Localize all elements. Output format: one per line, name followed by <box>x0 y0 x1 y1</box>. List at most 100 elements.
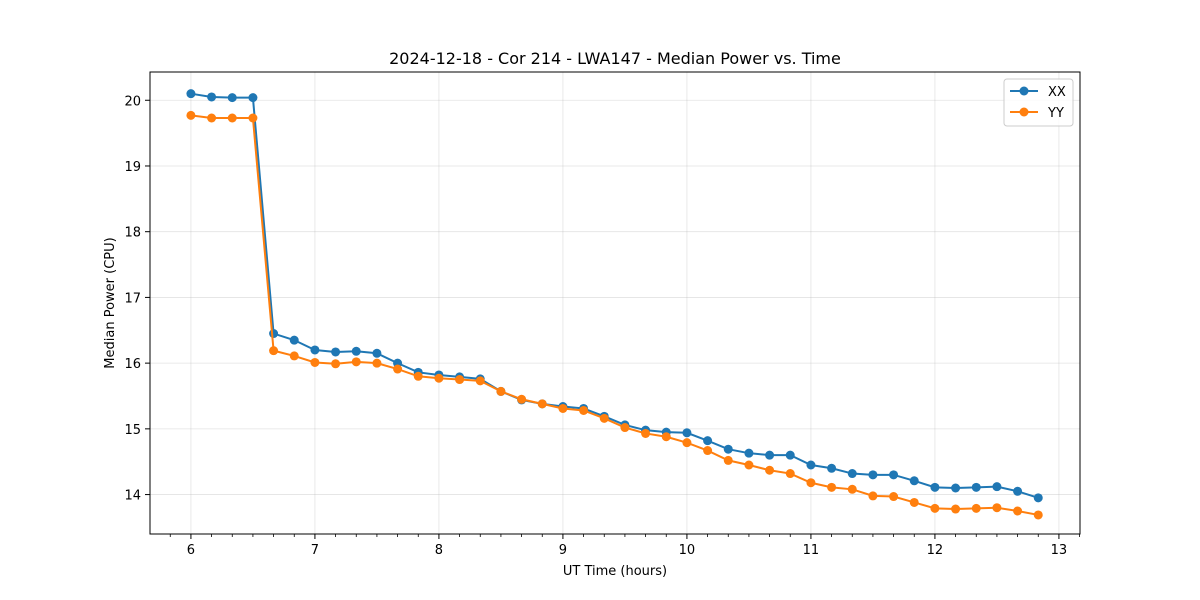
legend-label-xx: XX <box>1048 85 1066 100</box>
data-point-xx <box>372 348 382 358</box>
data-point-yy <box>475 376 485 386</box>
legend-marker-yy <box>1019 107 1029 117</box>
data-point-yy <box>703 446 713 456</box>
data-point-yy <box>393 364 403 374</box>
data-point-xx <box>1013 486 1023 496</box>
data-point-yy <box>351 357 361 367</box>
y-tick-label: 19 <box>124 160 141 175</box>
y-tick-label: 18 <box>124 226 141 241</box>
data-point-yy <box>599 413 609 423</box>
data-point-yy <box>765 465 775 475</box>
data-point-yy <box>517 394 527 404</box>
x-tick-label: 12 <box>927 543 944 558</box>
x-axis-label: UT Time (hours) <box>563 564 667 579</box>
data-point-xx <box>248 93 258 103</box>
y-tick-label: 15 <box>124 423 141 438</box>
data-point-xx <box>889 470 899 480</box>
data-point-xx <box>868 470 878 480</box>
data-point-yy <box>661 432 671 442</box>
grid <box>150 72 1080 534</box>
axes: 6 7 8 9 10 11 12 13 14 15 16 17 18 19 20 <box>124 94 1080 558</box>
data-point-yy <box>951 504 961 514</box>
data-point-xx <box>992 482 1002 492</box>
data-point-xx <box>703 436 713 446</box>
data-point-yy <box>620 423 630 433</box>
data-point-yy <box>889 492 899 502</box>
data-point-xx <box>227 93 237 103</box>
x-tick-label: 7 <box>311 543 319 558</box>
data-point-xx <box>310 345 320 355</box>
data-point-xx <box>785 450 795 460</box>
data-point-xx <box>269 329 279 339</box>
data-point-yy <box>909 497 919 507</box>
data-point-yy <box>413 371 423 381</box>
data-point-yy <box>930 503 940 513</box>
data-point-yy <box>847 484 857 494</box>
data-point-yy <box>455 375 465 385</box>
data-point-yy <box>558 403 568 413</box>
data-point-yy <box>744 460 754 470</box>
data-point-yy <box>971 503 981 513</box>
data-point-yy <box>723 455 733 465</box>
data-point-yy <box>496 386 506 396</box>
data-point-yy <box>269 346 279 356</box>
data-point-yy <box>207 113 217 123</box>
data-point-yy <box>682 438 692 448</box>
data-point-yy <box>785 469 795 479</box>
data-point-yy <box>1013 506 1023 516</box>
data-point-yy <box>372 358 382 368</box>
data-point-yy <box>537 399 547 409</box>
chart-title: 2024-12-18 - Cor 214 - LWA147 - Median P… <box>389 49 841 68</box>
x-tick-label: 8 <box>435 543 443 558</box>
x-tick-label: 10 <box>679 543 696 558</box>
data-point-yy <box>806 478 816 488</box>
data-point-yy <box>992 503 1002 513</box>
data-point-yy <box>310 357 320 367</box>
series-layer <box>186 89 1043 520</box>
legend-label-yy: YY <box>1047 106 1064 121</box>
data-point-yy <box>186 110 196 120</box>
data-point-xx <box>971 482 981 492</box>
data-point-yy <box>641 428 651 438</box>
data-point-xx <box>723 444 733 454</box>
data-point-xx <box>909 476 919 486</box>
data-point-xx <box>207 92 217 102</box>
y-tick-label: 16 <box>124 357 141 372</box>
y-tick-label: 14 <box>124 489 141 504</box>
data-point-yy <box>1033 510 1043 520</box>
data-point-yy <box>227 113 237 123</box>
data-point-yy <box>248 113 258 123</box>
data-point-xx <box>351 346 361 356</box>
data-point-yy <box>289 351 299 361</box>
y-tick-label: 17 <box>124 291 141 306</box>
data-point-xx <box>1033 493 1043 503</box>
y-axis-label: Median Power (CPU) <box>103 237 118 368</box>
data-point-xx <box>744 448 754 458</box>
x-tick-label: 13 <box>1051 543 1068 558</box>
data-point-xx <box>289 335 299 345</box>
legend-marker-xx <box>1019 86 1029 96</box>
data-point-xx <box>331 347 341 357</box>
data-point-xx <box>951 483 961 493</box>
data-point-xx <box>186 89 196 99</box>
plot-frame <box>149 71 1081 535</box>
data-point-xx <box>682 428 692 438</box>
data-point-xx <box>765 450 775 460</box>
x-tick-label: 9 <box>559 543 567 558</box>
data-point-xx <box>827 463 837 473</box>
x-tick-label: 6 <box>187 543 195 558</box>
data-point-yy <box>827 482 837 492</box>
data-point-yy <box>331 359 341 369</box>
data-point-xx <box>930 482 940 492</box>
data-point-xx <box>806 460 816 470</box>
data-point-yy <box>434 373 444 383</box>
data-point-xx <box>847 469 857 479</box>
series-line-xx <box>190 92 1039 499</box>
data-point-yy <box>868 491 878 501</box>
series-line-yy <box>190 114 1039 516</box>
x-tick-label: 11 <box>803 543 820 558</box>
y-tick-label: 20 <box>124 94 141 109</box>
legend: XX YY <box>1003 78 1074 127</box>
data-point-yy <box>579 405 589 415</box>
